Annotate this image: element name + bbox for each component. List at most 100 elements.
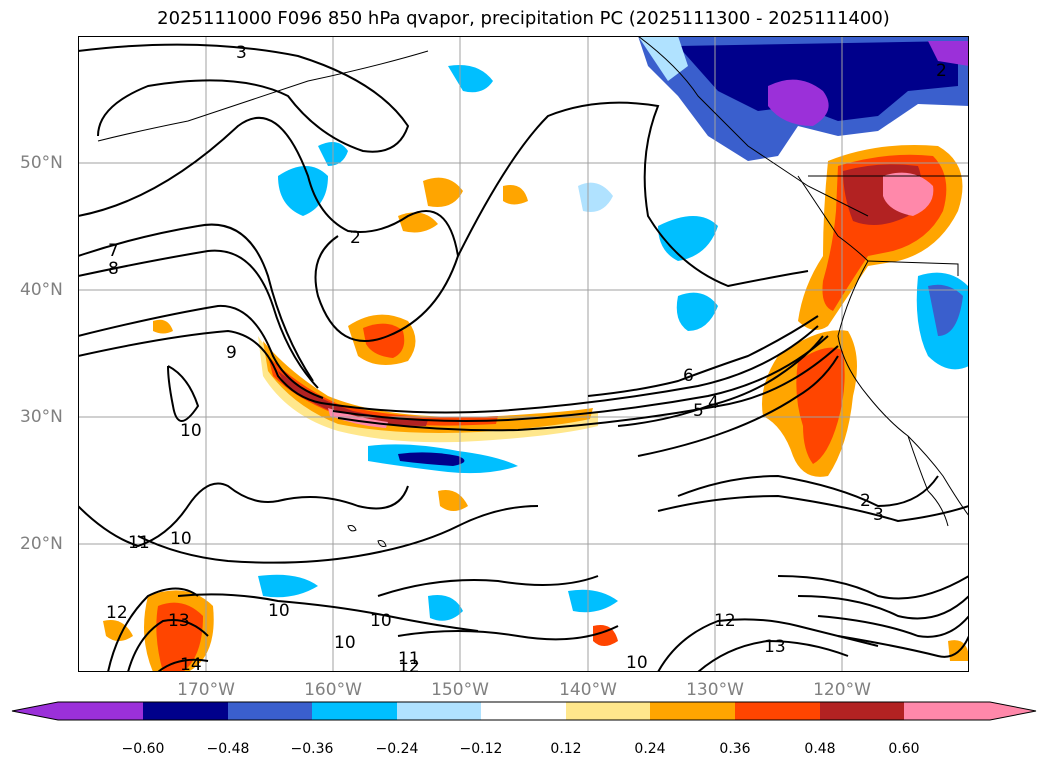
- hawaii-2: [377, 540, 387, 547]
- lat-label-30n: 30°N: [20, 407, 63, 427]
- colorbar-tick-label: 0.24: [634, 741, 666, 757]
- contour-label: 10: [180, 421, 202, 441]
- contour-label: 7: [108, 241, 119, 261]
- contour-label: 2: [936, 61, 947, 81]
- precip-fill-layer: [103, 36, 969, 672]
- pos-blob-c: [503, 185, 528, 205]
- contour-label: 10: [626, 653, 648, 672]
- contour-south-13: [697, 639, 849, 672]
- neg-blob-1: [278, 166, 328, 216]
- qvapor-contours: [78, 43, 969, 672]
- contour-south-a: [777, 575, 969, 600]
- colorbar-tick-label: 0.60: [888, 741, 920, 757]
- contour-10: [167, 365, 200, 422]
- colorbar-cells: [12, 702, 1036, 720]
- colorbar-cell-3: [312, 702, 397, 720]
- contour-label: 4: [708, 393, 719, 413]
- contour-2-center: [78, 116, 460, 342]
- contour-low-3: [657, 494, 969, 523]
- colorbar-cell-10: [904, 702, 1036, 720]
- colorbar-cell-8: [735, 702, 820, 720]
- neg-blob-8: [568, 589, 618, 613]
- contour-5: [617, 335, 824, 427]
- colorbar-tick-label: −0.24: [375, 741, 419, 757]
- colorbar-tick-label: −0.48: [206, 741, 250, 757]
- neg-blob-purple: [768, 79, 829, 126]
- colorbar-cell-2: [228, 702, 312, 720]
- map-svg: 3 2 2 7 8 9 10 10 11 12 13 14 10 10 10 1…: [78, 36, 969, 672]
- contour-label: 10: [370, 611, 392, 631]
- contour-mid-1: [377, 575, 599, 597]
- contour-label: 9: [226, 343, 237, 363]
- pos-blob-a: [423, 177, 463, 207]
- lat-label-50n: 50°N: [20, 153, 63, 173]
- contour-10b: [137, 505, 539, 564]
- contour-2-east: [457, 101, 809, 288]
- colorbar-tick-label: −0.36: [290, 741, 334, 757]
- lon-label-170w: 170°W: [177, 680, 235, 700]
- contour-label: 10: [334, 633, 356, 653]
- lon-label-160w: 160°W: [304, 680, 362, 700]
- alaska-coast: [637, 36, 869, 217]
- contour-south-d: [837, 635, 969, 658]
- colorbar-cell-9: [820, 702, 904, 720]
- contour-label: 3: [236, 43, 247, 63]
- lon-label-140w: 140°W: [559, 680, 617, 700]
- contour-label: 2: [350, 228, 361, 248]
- colorbar-cell-0: [12, 702, 143, 720]
- neg-blob-6: [578, 182, 613, 212]
- neg-blob-11: [928, 284, 963, 336]
- neg-blob-purple-ne: [928, 41, 969, 66]
- lat-label-40n: 40°N: [20, 280, 63, 300]
- lon-label-130w: 130°W: [686, 680, 744, 700]
- contour-label: 10: [268, 601, 290, 621]
- contour-13: [127, 619, 209, 672]
- border-state: [867, 260, 959, 276]
- contour-8: [78, 249, 319, 389]
- colorbar-cell-1: [143, 702, 228, 720]
- neg-blob-light: [638, 36, 688, 81]
- contour-label: 12: [714, 611, 736, 631]
- bc-coast: [797, 175, 869, 262]
- contour-south-c: [817, 615, 969, 638]
- colorbar: [0, 695, 1047, 765]
- contour-river-1: [327, 325, 819, 414]
- neg-band-28n-dark: [398, 452, 465, 466]
- pos-blob-e: [103, 620, 133, 641]
- contour-south-b: [797, 595, 969, 620]
- colorbar-cell-5: [481, 702, 566, 720]
- colorbar-svg: [11, 701, 1037, 721]
- pos-blob-g: [593, 625, 618, 646]
- lat-label-20n: 20°N: [20, 534, 63, 554]
- pos-blob-pnw-pink: [883, 172, 934, 216]
- contour-label: 6: [683, 366, 694, 386]
- contour-label: 12: [106, 603, 128, 623]
- baja: [907, 435, 949, 527]
- contour-label: 11: [128, 533, 150, 553]
- contour-10c: [177, 593, 479, 632]
- us-west-coast: [837, 260, 969, 517]
- neg-blob-3: [448, 65, 493, 93]
- neg-blob-9: [258, 574, 318, 598]
- pos-blob-calif-red: [796, 347, 845, 464]
- contour-label: 5: [693, 401, 704, 421]
- colorbar-cell-4: [397, 702, 481, 720]
- contour-mid-2: [397, 625, 619, 641]
- contour-label: 14: [180, 655, 202, 672]
- map-border: [78, 36, 969, 672]
- contour-9b: [78, 329, 329, 405]
- pos-blob-b: [398, 212, 438, 233]
- contour-11: [78, 482, 409, 548]
- colorbar-cell-7: [650, 702, 735, 720]
- contour-label: 11: [398, 649, 420, 669]
- contour-label: 13: [168, 611, 190, 631]
- contour-label: 2: [860, 491, 871, 511]
- contour-label: 12: [398, 657, 420, 672]
- contour-12: [107, 587, 199, 672]
- contour-label: 13: [764, 637, 786, 657]
- colorbar-tick-label: −0.60: [121, 741, 165, 757]
- colorbar-tick-label: −0.12: [459, 741, 503, 757]
- pos-blob-central-red: [363, 323, 405, 358]
- contour-label: 10: [170, 529, 192, 549]
- alaska-peninsula: [97, 50, 429, 142]
